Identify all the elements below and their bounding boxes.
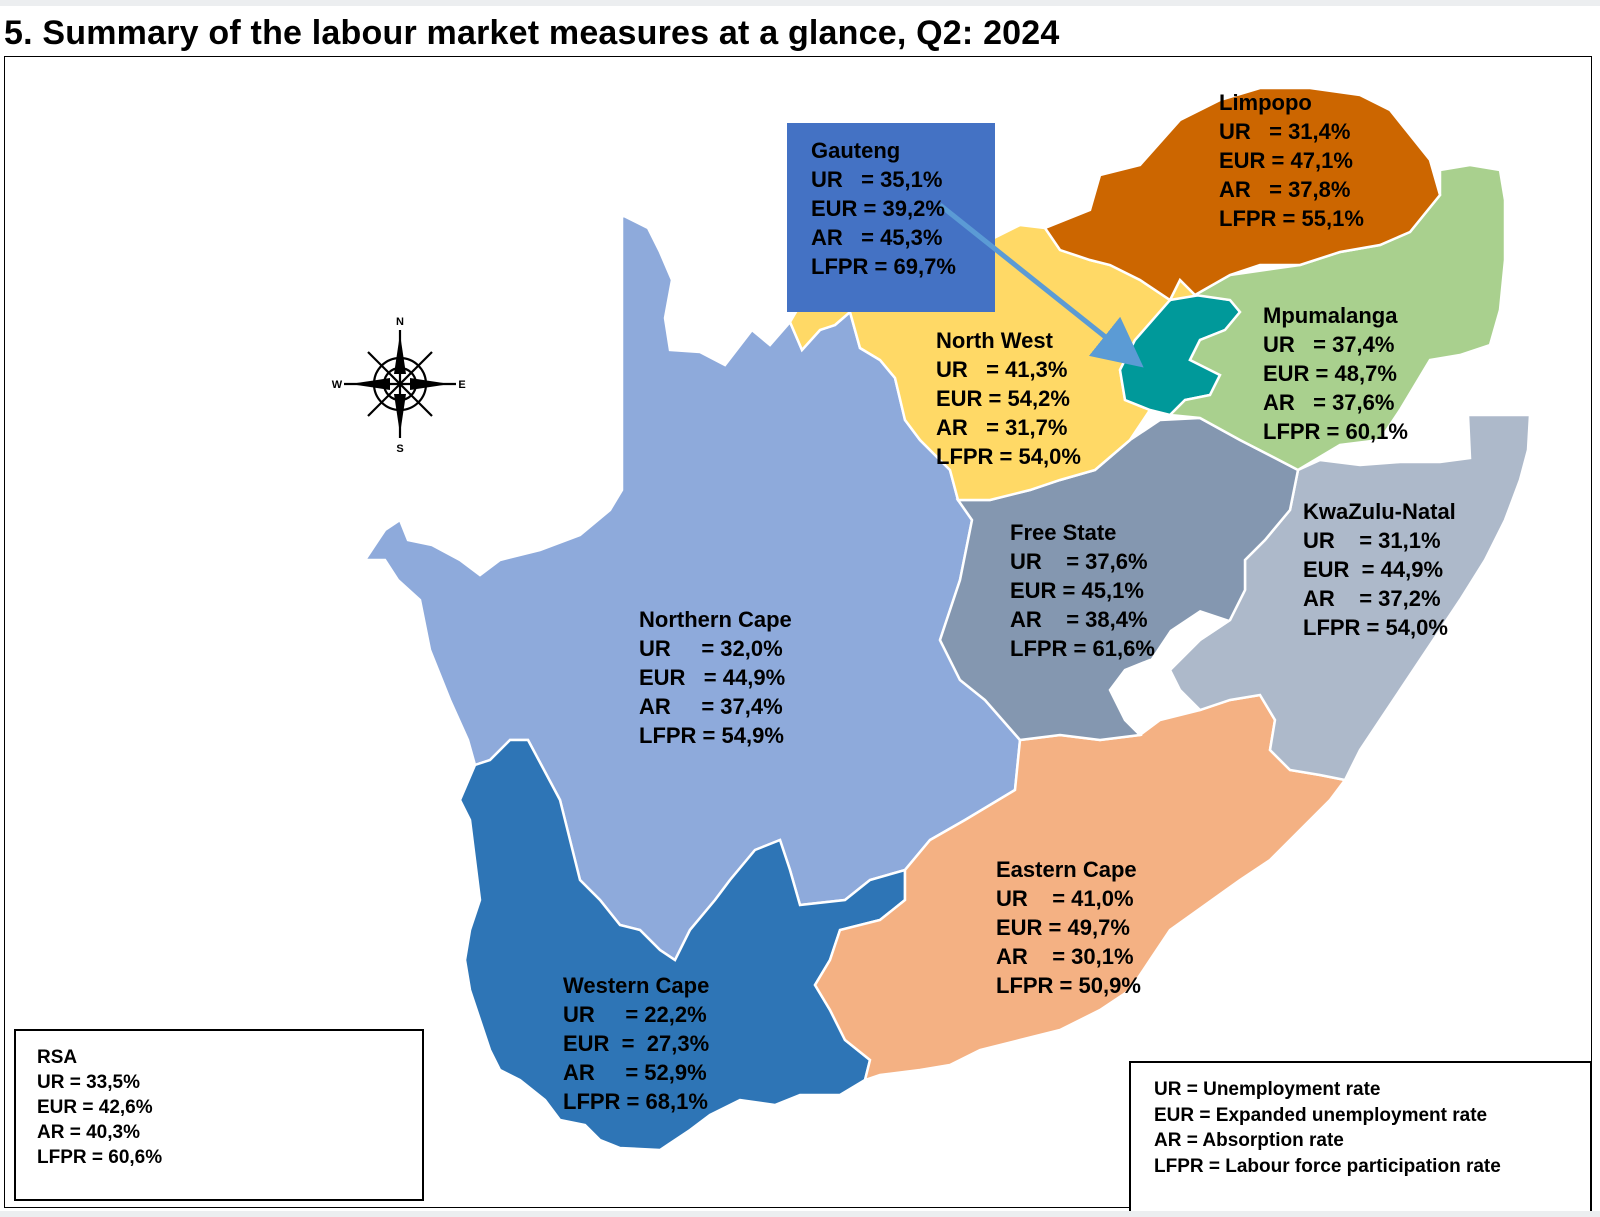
eastern-cape-name: Eastern Cape [996, 857, 1137, 882]
limpopo-name: Limpopo [1219, 90, 1312, 115]
free-state-ur: UR = 37,6% [1010, 549, 1148, 574]
page-title: 5. Summary of the labour market measures… [4, 14, 1060, 52]
north-west-ar: AR = 31,7% [936, 415, 1068, 440]
rsa-ar: AR = 40,3% [37, 1122, 140, 1143]
lesotho-region [1150, 610, 1230, 670]
compass-n: N [396, 316, 404, 328]
key-ar: AR = Absorption rate [1154, 1130, 1344, 1151]
mpumalanga-label: Mpumalanga UR = 37,4% EUR = 48,7% AR = 3… [1263, 301, 1408, 446]
rsa-eur: EUR = 42,6% [37, 1097, 153, 1118]
north-west-lfpr: LFPR = 54,0% [936, 444, 1081, 469]
compass-w: W [332, 379, 343, 391]
north-west-eur: EUR = 54,2% [936, 386, 1070, 411]
rsa-summary-box: RSA UR = 33,5% EUR = 42,6% AR = 40,3% LF… [14, 1029, 424, 1201]
western-cape-name: Western Cape [563, 973, 710, 998]
mpumalanga-ar: AR = 37,6% [1263, 390, 1395, 415]
mpumalanga-ur: UR = 37,4% [1263, 332, 1395, 357]
gauteng-lfpr: LFPR = 69,7% [811, 254, 956, 279]
kwazulu-natal-lfpr: LFPR = 54,0% [1303, 615, 1448, 640]
eastern-cape-label: Eastern Cape UR = 41,0% EUR = 49,7% AR =… [996, 855, 1141, 1000]
gauteng-name: Gauteng [811, 138, 901, 163]
north-west-label: North West UR = 41,3% EUR = 54,2% AR = 3… [936, 326, 1081, 471]
north-west-ur: UR = 41,3% [936, 357, 1068, 382]
rsa-lfpr: LFPR = 60,6% [37, 1147, 163, 1168]
eastern-cape-ur: UR = 41,0% [996, 886, 1134, 911]
key-ur: UR = Unemployment rate [1154, 1079, 1381, 1100]
western-cape-label: Western Cape UR = 22,2% EUR = 27,3% AR =… [563, 971, 709, 1116]
mpumalanga-lfpr: LFPR = 60,1% [1263, 419, 1408, 444]
western-cape-ur: UR = 22,2% [563, 1002, 707, 1027]
top-strip [0, 0, 1600, 6]
mpumalanga-eur: EUR = 48,7% [1263, 361, 1397, 386]
bottom-strip [0, 1211, 1600, 1217]
northern-cape-eur: EUR = 44,9% [639, 665, 786, 690]
limpopo-region [1043, 86, 1442, 302]
compass-s: S [396, 443, 403, 455]
western-cape-ar: AR = 52,9% [563, 1060, 707, 1085]
free-state-ar: AR = 38,4% [1010, 607, 1148, 632]
kwazulu-natal-eur: EUR = 44,9% [1303, 557, 1444, 582]
free-state-lfpr: LFPR = 61,6% [1010, 636, 1155, 661]
limpopo-ar: AR = 37,8% [1219, 177, 1351, 202]
kwazulu-natal-name: KwaZulu-Natal [1303, 499, 1456, 524]
mpumalanga-name: Mpumalanga [1263, 303, 1398, 328]
kwazulu-natal-label: KwaZulu-Natal UR = 31,1% EUR = 44,9% AR … [1303, 497, 1456, 642]
northern-cape-lfpr: LFPR = 54,9% [639, 723, 784, 748]
rsa-name: RSA [37, 1047, 78, 1068]
compass-e: E [458, 379, 465, 391]
gauteng-ur: UR = 35,1% [811, 167, 943, 192]
northern-cape-name: Northern Cape [639, 607, 792, 632]
rsa-ur: UR = 33,5% [37, 1072, 140, 1093]
northern-cape-ur: UR = 32,0% [639, 636, 783, 661]
free-state-label: Free State UR = 37,6% EUR = 45,1% AR = 3… [1010, 518, 1155, 663]
kwazulu-natal-ar: AR = 37,2% [1303, 586, 1441, 611]
kwazulu-natal-ur: UR = 31,1% [1303, 528, 1441, 553]
eastern-cape-lfpr: LFPR = 50,9% [996, 973, 1141, 998]
limpopo-ur: UR = 31,4% [1219, 119, 1351, 144]
abbreviation-key-box: UR = Unemployment rate EUR = Expanded un… [1129, 1061, 1592, 1217]
eastern-cape-eur: EUR = 49,7% [996, 915, 1130, 940]
free-state-eur: EUR = 45,1% [1010, 578, 1144, 603]
compass-rose-icon: N E S W [332, 316, 466, 455]
north-west-name: North West [936, 328, 1053, 353]
gauteng-ar: AR = 45,3% [811, 225, 943, 250]
key-lfpr: LFPR = Labour force participation rate [1154, 1155, 1501, 1177]
northern-cape-ar: AR = 37,4% [639, 694, 783, 719]
western-cape-lfpr: LFPR = 68,1% [563, 1089, 708, 1114]
limpopo-lfpr: LFPR = 55,1% [1219, 206, 1364, 231]
northern-cape-label: Northern Cape UR = 32,0% EUR = 44,9% AR … [639, 605, 792, 750]
free-state-name: Free State [1010, 520, 1117, 545]
gauteng-label: Gauteng UR = 35,1% EUR = 39,2% AR = 45,3… [811, 136, 956, 281]
eastern-cape-ar: AR = 30,1% [996, 944, 1134, 969]
key-eur: EUR = Expanded unemployment rate [1154, 1104, 1488, 1126]
gauteng-eur: EUR = 39,2% [811, 196, 945, 221]
western-cape-eur: EUR = 27,3% [563, 1031, 710, 1056]
limpopo-eur: EUR = 47,1% [1219, 148, 1353, 173]
limpopo-label: Limpopo UR = 31,4% EUR = 47,1% AR = 37,8… [1219, 88, 1364, 233]
map-frame [4, 56, 1592, 1208]
